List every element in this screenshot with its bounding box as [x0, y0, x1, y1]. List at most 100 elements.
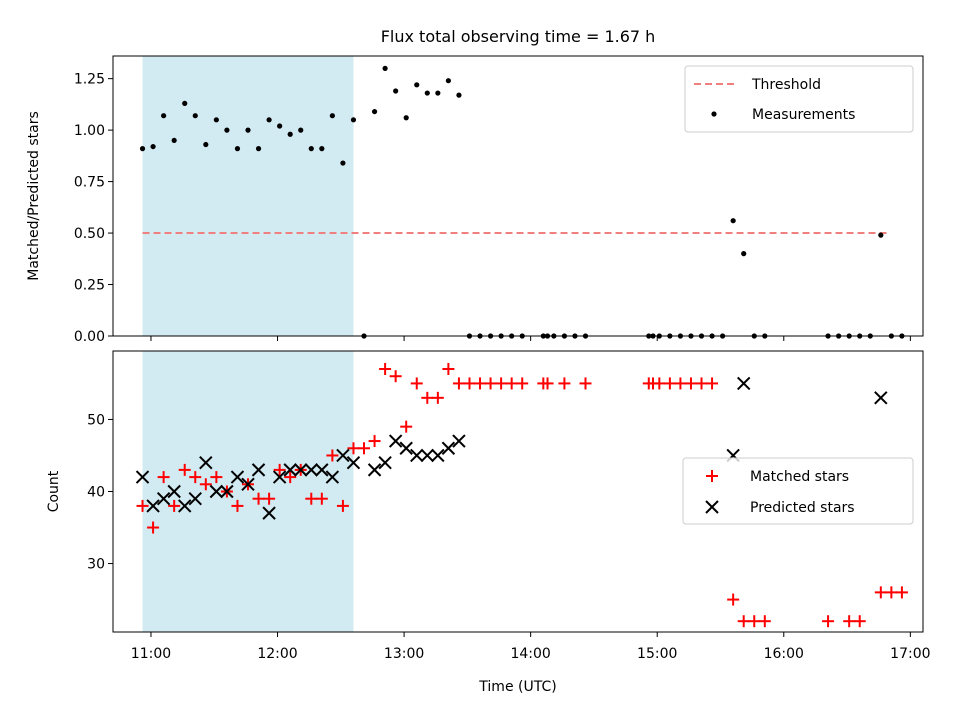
- measurements-legend-label: Measurements: [752, 107, 855, 123]
- measurement-point: [329, 113, 335, 119]
- matched-star-point: [168, 499, 181, 512]
- top-legend-box: [684, 65, 914, 133]
- measurement-point: [308, 146, 314, 152]
- bottom-legend-box: [682, 457, 914, 525]
- y-tick-label: 0.25: [74, 278, 105, 294]
- measurement-point: [730, 218, 736, 224]
- ratio-panel: 0.00 0.25 0.50 0.75 1.00 1.25 Flux total obse…: [26, 27, 924, 345]
- measurement-point: [224, 127, 230, 133]
- matched-star-point: [336, 499, 349, 512]
- bottom-y-axis-label: Count: [46, 470, 62, 512]
- predicted-star-point: [399, 441, 413, 455]
- predicted-star-point: [410, 448, 424, 463]
- matched-star-point: [822, 615, 835, 628]
- measurement-point: [234, 146, 241, 152]
- matched-star-point: [379, 363, 392, 376]
- measurement-point: [382, 65, 388, 71]
- measurement-point: [350, 117, 357, 123]
- y-tick-label: 1.00: [74, 123, 105, 139]
- predicted-star-point: [209, 484, 224, 499]
- matched-star-point: [252, 492, 265, 505]
- matched-star-point: [541, 377, 554, 390]
- predicted-star-point: [188, 491, 202, 506]
- predicted-star-point: [346, 455, 361, 470]
- matched-star-point: [558, 377, 571, 390]
- matched-star-point: [853, 615, 866, 628]
- measurement-point: [277, 123, 283, 129]
- matched-star-point: [315, 492, 328, 505]
- x-tick-label: 12:00: [257, 646, 297, 662]
- measurement-point: [203, 141, 209, 148]
- measurement-point: [171, 137, 177, 144]
- count-points: [135, 363, 908, 628]
- predicted-star-point: [325, 470, 340, 484]
- predicted-star-point: [367, 463, 382, 477]
- predicted-star-point: [874, 391, 888, 405]
- matched-star-point: [400, 420, 413, 433]
- measurement-point: [741, 251, 747, 257]
- y-tick-label: 1.25: [74, 72, 105, 88]
- measurement-point: [139, 146, 146, 152]
- predicted-star-point: [431, 448, 445, 463]
- measurement-point: [445, 78, 451, 84]
- predicted-star-point: [178, 499, 192, 513]
- predicted-star-point: [230, 470, 245, 484]
- measurement-point: [456, 92, 462, 98]
- matched-star-point: [758, 615, 771, 628]
- measurement-point: [319, 146, 325, 152]
- matched-star-point: [484, 377, 497, 390]
- bottom-shaded-span: [142, 351, 354, 632]
- matched-star-point: [706, 377, 719, 390]
- predicted-legend-swatch: [705, 500, 719, 514]
- matched-star-point: [326, 449, 339, 462]
- measurement-point: [403, 115, 409, 121]
- measurement-point: [182, 100, 188, 106]
- bottom-y-ticks: 30 40 50: [87, 412, 113, 573]
- x-tick-label: 16:00: [764, 646, 804, 662]
- matched-star-point: [748, 615, 761, 628]
- matched-star-point: [358, 442, 371, 455]
- matched-star-point: [231, 499, 244, 512]
- measurement-point: [213, 117, 219, 123]
- bottom-x-ticks: 11:00 12:00 13:00 14:00 15:00 16:00 17:00: [131, 632, 931, 662]
- predicted-star-point: [736, 376, 751, 391]
- top-axes-frame: [112, 55, 924, 337]
- predicted-star-point: [262, 506, 276, 520]
- predicted-star-point: [294, 463, 308, 477]
- matched-star-point: [136, 499, 149, 512]
- measurement-point: [255, 146, 262, 152]
- matched-star-point: [389, 370, 402, 383]
- predicted-star-point: [441, 441, 456, 455]
- predicted-star-point: [135, 470, 150, 484]
- matched-star-point: [442, 363, 455, 376]
- measurement-point: [393, 88, 399, 94]
- x-tick-label: 13:00: [384, 646, 424, 662]
- matched-legend-swatch: [706, 470, 718, 482]
- matched-star-point: [305, 492, 318, 505]
- predicted-star-point: [420, 448, 435, 463]
- matched-star-point: [431, 391, 444, 404]
- y-tick-label: 0.00: [74, 329, 105, 345]
- predicted-star-point: [336, 448, 350, 463]
- matched-star-point: [843, 615, 856, 628]
- predicted-star-point: [378, 455, 392, 470]
- matched-star-point: [727, 593, 740, 606]
- matched-star-point: [452, 377, 465, 390]
- top-x-ticks: [150, 336, 911, 341]
- matched-star-point: [579, 377, 592, 390]
- matched-star-point: [495, 377, 508, 390]
- measurement-point: [266, 117, 272, 123]
- y-tick-label: 40: [87, 485, 105, 501]
- y-tick-label: 50: [87, 412, 105, 428]
- chart-title: Flux total observing time = 1.67 h: [381, 27, 656, 46]
- measurement-point: [435, 90, 441, 96]
- bottom-axes-frame: [112, 350, 924, 633]
- predicted-star-point: [304, 463, 318, 477]
- measurement-point: [371, 108, 378, 115]
- matched-star-point: [273, 463, 286, 476]
- measurements-legend-swatch: [711, 111, 717, 117]
- measurement-point: [192, 113, 198, 119]
- measurement-point: [424, 90, 430, 96]
- measurement-point: [878, 232, 884, 238]
- predicted-legend-label: Predicted stars: [750, 500, 855, 516]
